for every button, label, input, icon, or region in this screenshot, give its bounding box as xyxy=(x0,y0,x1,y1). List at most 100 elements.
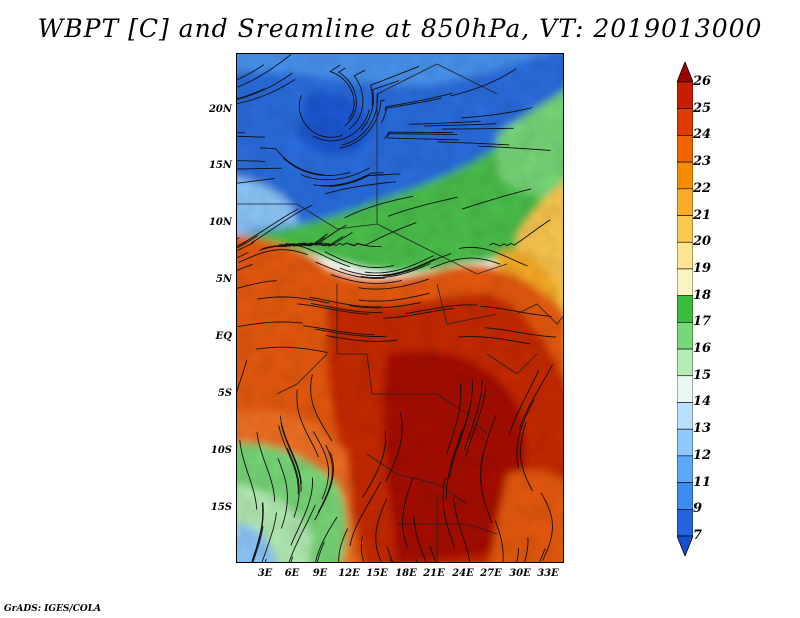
streamline xyxy=(237,160,266,162)
streamline xyxy=(315,328,387,337)
streamline xyxy=(286,447,300,518)
streamline xyxy=(237,235,259,249)
streamline xyxy=(278,425,299,495)
colorbar-tick-label: 13 xyxy=(693,421,712,437)
colorbar-segment xyxy=(677,375,693,403)
colorbar-tick-label: 12 xyxy=(693,447,712,463)
streamline xyxy=(237,360,248,393)
country-borders xyxy=(237,63,563,562)
streamline xyxy=(300,167,371,181)
lon-tick-label: 21E xyxy=(423,568,445,579)
colorbar-segment xyxy=(677,428,693,457)
streamline xyxy=(375,498,388,562)
streamline xyxy=(313,431,330,500)
lon-tick-label: 6E xyxy=(284,568,300,579)
streamline xyxy=(461,188,532,210)
colorbar-segment xyxy=(677,241,693,270)
colorbar-segment xyxy=(677,295,693,323)
colorbar-segment xyxy=(677,81,693,110)
colorbar-tick-label: 26 xyxy=(693,74,712,89)
streamline xyxy=(280,423,302,492)
streamline xyxy=(279,415,302,485)
streamline xyxy=(456,379,473,451)
streamline xyxy=(261,512,277,562)
streamline xyxy=(480,305,552,317)
streamline xyxy=(262,233,328,250)
streamline xyxy=(237,135,265,138)
streamline xyxy=(237,280,277,289)
streamline xyxy=(237,79,296,105)
streamline xyxy=(290,477,314,546)
streamline xyxy=(309,296,381,308)
streamline xyxy=(508,369,540,436)
streamline xyxy=(237,64,265,81)
streamline xyxy=(519,421,533,492)
streamline xyxy=(453,497,471,562)
streamline xyxy=(445,429,463,500)
streamline xyxy=(296,389,319,458)
streamline xyxy=(494,520,504,562)
streamline xyxy=(464,380,483,451)
streamline xyxy=(358,278,430,290)
streamline xyxy=(459,246,528,267)
streamline xyxy=(237,251,249,259)
streamline xyxy=(338,528,349,562)
colorbar-tick-label: 19 xyxy=(693,260,712,276)
chart-title: WBPT [C] and Sreamline at 850hPa, VT: 20… xyxy=(37,14,763,43)
streamline xyxy=(289,232,353,247)
streamline xyxy=(237,321,303,328)
colorbar-segment xyxy=(677,322,693,350)
streamline xyxy=(369,65,420,106)
streamline xyxy=(303,325,375,336)
lon-tick-label: 3E xyxy=(257,568,273,579)
streamline xyxy=(405,304,478,314)
streamline xyxy=(349,302,421,309)
streamline xyxy=(461,107,533,119)
streamline xyxy=(252,526,264,562)
streamline xyxy=(277,458,288,529)
streamline xyxy=(330,274,402,284)
streamline xyxy=(315,516,338,562)
lat-tick-label: 20N xyxy=(208,104,232,115)
colorbar-tick-label: 14 xyxy=(693,394,712,410)
streamline xyxy=(524,537,529,562)
colorbar-tick-label: 15 xyxy=(693,367,712,383)
streamline xyxy=(283,224,347,247)
lat-tick-label: EQ xyxy=(215,331,232,342)
streamline xyxy=(317,541,325,562)
streamline xyxy=(516,547,519,562)
streamline xyxy=(408,120,481,125)
streamline xyxy=(358,292,430,302)
colorbar-segment xyxy=(677,508,693,537)
colorbar-segment xyxy=(677,161,693,190)
streamline xyxy=(237,241,255,252)
streamline xyxy=(251,204,313,244)
streamline xyxy=(314,452,334,521)
streamline xyxy=(238,249,308,264)
colorbar-tick-label: 21 xyxy=(693,207,712,223)
colorbar-segment xyxy=(677,108,693,136)
streamline xyxy=(237,177,275,184)
streamline xyxy=(382,307,455,319)
colorbar-tick-label: 25 xyxy=(693,100,712,116)
streamline xyxy=(437,141,510,146)
streamline xyxy=(239,439,258,510)
lon-tick-label: 9E xyxy=(312,568,328,579)
streamline xyxy=(237,263,253,271)
streamlines xyxy=(237,54,557,562)
streamline xyxy=(484,327,557,338)
lon-tick-label: 12E xyxy=(338,568,360,579)
wbpt-field xyxy=(237,54,563,562)
streamline xyxy=(259,147,324,176)
colorbar-segment xyxy=(677,215,693,243)
lat-tick-label: 15N xyxy=(208,160,232,171)
credit-text: GrADS: IGES/COLA xyxy=(4,604,102,614)
streamline xyxy=(324,251,394,268)
streamline xyxy=(387,137,460,141)
streamline xyxy=(237,88,265,100)
colorbar-tick-label: 7 xyxy=(693,528,703,543)
streamline xyxy=(257,296,329,304)
lat-tick-label: 10N xyxy=(208,217,232,228)
streamline xyxy=(441,127,514,130)
streamline xyxy=(297,303,369,315)
